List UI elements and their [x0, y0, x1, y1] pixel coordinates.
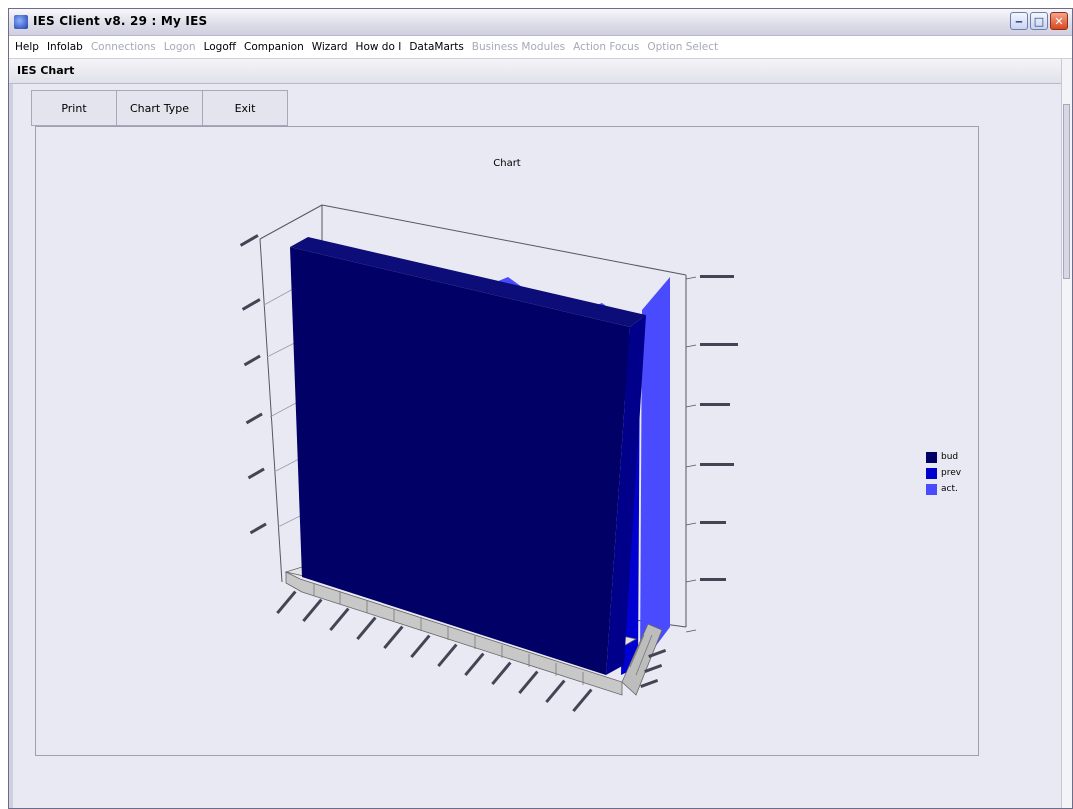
legend-item: bud: [926, 449, 961, 465]
menu-item-option-select: Option Select: [647, 41, 719, 53]
tick-label-mark: [245, 412, 263, 425]
chart-title: Chart: [493, 158, 521, 169]
chart-window-titlebar: IES Chart: [9, 59, 1072, 84]
menu-item-help[interactable]: Help: [15, 41, 39, 53]
exit-button[interactable]: Exit: [202, 90, 288, 126]
x-label-mark: [464, 652, 485, 677]
tick-label-mark: [700, 463, 734, 466]
scrollbar-thumb[interactable]: [1063, 104, 1070, 279]
minimize-button[interactable]: ‒: [1010, 12, 1028, 30]
top-back-edge: [321, 204, 687, 276]
tick: [685, 629, 697, 633]
bar-top-face: [290, 237, 646, 327]
tick-label-mark: [700, 578, 726, 581]
x-label-mark: [572, 688, 593, 713]
menu-item-business-modules: Business Modules: [471, 41, 566, 53]
tick-label-mark: [700, 343, 738, 346]
tick: [685, 579, 697, 583]
exit-button-label: Exit: [234, 101, 256, 115]
window-title: IES Client v8. 29 : My IES: [33, 14, 208, 28]
maximize-icon: □: [1033, 14, 1045, 28]
x-label-mark: [302, 598, 323, 623]
legend-label: act.: [941, 484, 958, 494]
x-label-mark: [410, 634, 431, 659]
tick-label-mark: [700, 275, 734, 278]
x-label-mark: [644, 663, 663, 673]
x-label-mark: [329, 607, 350, 632]
x-label-mark: [648, 648, 667, 658]
x-label-mark: [437, 643, 458, 668]
x-label-mark: [383, 625, 404, 650]
right-axis-ticks: [685, 276, 697, 633]
menu-item-connections: Connections: [90, 41, 156, 53]
chart-legend: bud prev act.: [926, 449, 961, 497]
minimize-icon: ‒: [1015, 14, 1023, 28]
tick: [685, 404, 697, 408]
x-label-mark: [545, 679, 566, 704]
app-window: IES Client v8. 29 : My IES ‒ □ ✕ Help Inf…: [8, 8, 1073, 809]
legend-label: bud: [941, 452, 959, 462]
tick: [685, 276, 697, 280]
tick-label-mark: [247, 467, 265, 480]
chart-window-title: IES Chart: [17, 64, 75, 77]
tick-label-mark: [700, 403, 730, 406]
left-depth-top: [259, 204, 323, 240]
chart-panel: Chart: [35, 126, 979, 756]
bar-top-bump: [496, 277, 522, 287]
legend-item: prev: [926, 465, 961, 481]
close-button[interactable]: ✕: [1050, 12, 1068, 30]
print-button[interactable]: Print: [31, 90, 117, 126]
menu-item-logoff[interactable]: Logoff: [203, 41, 236, 53]
right-axis-label-marks: [700, 275, 738, 581]
x-label-mark: [491, 661, 512, 686]
x-label-mark: [518, 670, 539, 695]
bar-face: [640, 277, 670, 667]
toolbar: Print Chart Type Exit: [9, 84, 1072, 126]
floor-divider: [635, 634, 653, 676]
tick: [685, 464, 697, 468]
left-axis-line: [259, 238, 283, 583]
legend-item: act.: [926, 481, 961, 497]
tick-label-mark: [239, 234, 259, 247]
title-bar[interactable]: IES Client v8. 29 : My IES ‒ □ ✕: [9, 9, 1072, 36]
left-edge: [9, 84, 13, 808]
legend-swatch: [926, 483, 937, 495]
floor-front-face: [285, 571, 623, 696]
menu-item-action-focus: Action Focus: [573, 41, 640, 53]
menu-item-companion[interactable]: Companion: [244, 41, 304, 53]
tick-label-mark: [241, 298, 261, 311]
menu-item-logon: Logon: [163, 41, 196, 53]
tick: [685, 344, 697, 348]
x-label-mark: [640, 678, 659, 688]
bar-side-face: [606, 315, 646, 675]
chart-svg: [239, 204, 738, 713]
bar-front-face: [290, 247, 630, 675]
print-button-label: Print: [61, 101, 87, 115]
vertical-scrollbar[interactable]: [1061, 59, 1072, 808]
legend-label: prev: [941, 468, 962, 478]
tick-label-mark: [249, 522, 267, 535]
menu-item-datamarts[interactable]: DataMarts: [409, 41, 464, 53]
menu-bar: Help Infolab Connections Logon Logoff Compani…: [9, 36, 1072, 59]
tick: [685, 522, 697, 526]
app-icon: [14, 15, 28, 29]
x-label-mark: [276, 590, 297, 615]
legend-swatch: [926, 451, 937, 463]
series-bud: [290, 237, 646, 675]
menu-item-wizard[interactable]: Wizard: [311, 41, 348, 53]
left-axis-label-marks: [239, 234, 267, 535]
menu-item-infolab[interactable]: Infolab: [46, 41, 83, 53]
legend-swatch: [926, 467, 937, 479]
tick-label-mark: [243, 354, 261, 367]
x-label-mark: [356, 616, 377, 641]
maximize-button[interactable]: □: [1030, 12, 1048, 30]
floor-segments: [313, 583, 653, 685]
tick-label-mark: [700, 521, 726, 524]
x-axis-label-marks: [276, 590, 667, 713]
menu-item-how-do-i[interactable]: How do I: [355, 41, 402, 53]
close-icon: ✕: [1054, 14, 1064, 28]
floor-divider: [629, 634, 645, 668]
chart-type-button-label: Chart Type: [130, 101, 189, 115]
chart-type-button[interactable]: Chart Type: [116, 90, 203, 126]
